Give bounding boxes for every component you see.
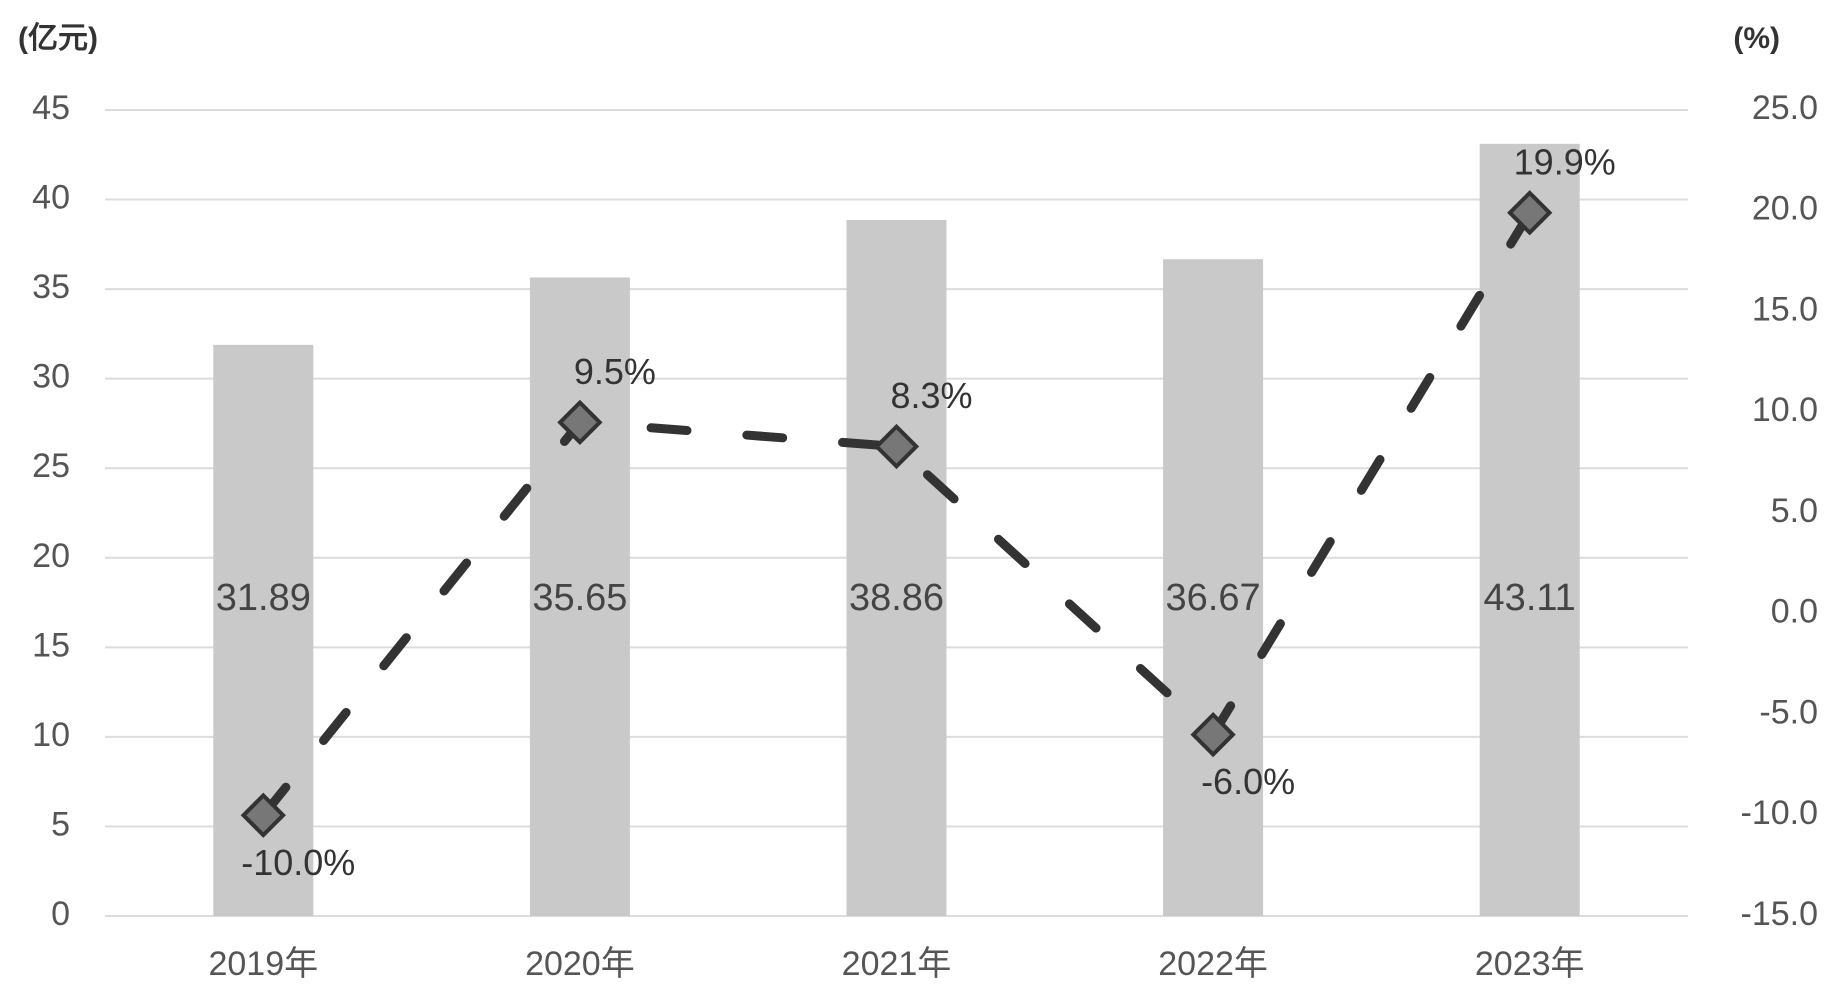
bar-value-label: 31.89	[216, 577, 311, 619]
bar	[1479, 143, 1580, 917]
y2-tick-label: 5.0	[1771, 492, 1818, 530]
y-tick-label: 5	[51, 805, 70, 843]
line-marker	[557, 399, 603, 445]
y-tick-label: 10	[32, 716, 70, 754]
x-tick-label: 2022年	[1158, 945, 1268, 983]
y2-tick-label: 0.0	[1771, 593, 1818, 631]
y2-tick-label: 10.0	[1752, 391, 1818, 429]
y2-tick-label: -15.0	[1741, 895, 1819, 933]
y2-tick-label: 15.0	[1752, 290, 1818, 328]
y-tick-label: 20	[32, 537, 70, 575]
line-value-label: 19.9%	[1514, 141, 1616, 182]
bar-value-label: 43.11	[1484, 577, 1576, 619]
line-marker	[1507, 190, 1553, 236]
bar	[529, 277, 630, 917]
x-tick-label: 2021年	[842, 945, 952, 983]
y-tick-label: 15	[32, 626, 70, 664]
y-axis-label: (亿元)	[18, 22, 98, 55]
line-marker	[1190, 712, 1236, 758]
y2-tick-label: -5.0	[1759, 693, 1818, 731]
line-value-label: 8.3%	[890, 375, 972, 416]
x-tick-label: 2023年	[1475, 945, 1585, 983]
line-value-label: 9.5%	[574, 351, 656, 392]
bar	[1163, 259, 1264, 916]
bar-value-label: 35.65	[532, 577, 627, 619]
line	[258, 208, 1535, 820]
line-value-label: -6.0%	[1201, 761, 1295, 802]
y2-axis-label: (%)	[1733, 22, 1780, 55]
y-tick-label: 30	[32, 358, 70, 396]
line-marker	[240, 792, 286, 838]
bar-value-label: 36.67	[1166, 577, 1261, 619]
line-value-label: -10.0%	[241, 842, 355, 883]
y-tick-label: 25	[32, 447, 70, 485]
y-tick-label: 35	[32, 268, 70, 306]
y-tick-label: 45	[32, 89, 70, 127]
bar	[846, 219, 947, 916]
x-tick-label: 2019年	[208, 945, 318, 983]
y2-tick-label: 25.0	[1752, 89, 1818, 127]
y-tick-label: 40	[32, 179, 70, 217]
x-tick-label: 2020年	[525, 945, 635, 983]
y2-tick-label: -10.0	[1741, 794, 1819, 832]
y-tick-label: 0	[51, 895, 70, 933]
y2-tick-label: 20.0	[1752, 190, 1818, 228]
line-marker	[873, 423, 920, 470]
bar-value-label: 38.86	[849, 577, 944, 619]
